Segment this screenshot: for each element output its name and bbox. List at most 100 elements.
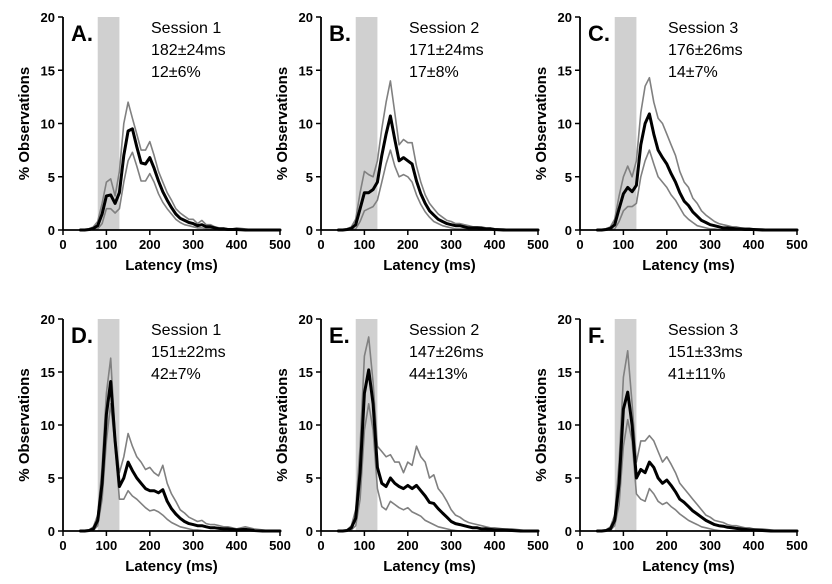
x-tick-label: 400 xyxy=(484,538,506,553)
series-line-mean xyxy=(78,380,282,533)
x-tick-label: 200 xyxy=(139,237,161,252)
x-tick-label: 0 xyxy=(317,538,324,553)
annotation-2: 171±24ms xyxy=(409,42,484,59)
shaded-window xyxy=(97,17,120,230)
y-axis-title: % Observations xyxy=(274,368,291,481)
y-tick-label: 20 xyxy=(558,10,572,25)
x-tick-label: 100 xyxy=(96,237,118,252)
annotation-1: Session 1 xyxy=(151,20,221,37)
x-tick-label: 400 xyxy=(743,237,765,252)
y-tick-label: 20 xyxy=(41,312,55,327)
y-tick-label: 0 xyxy=(306,524,313,539)
y-tick-label: 0 xyxy=(306,223,313,238)
y-axis-title: % Observations xyxy=(533,368,550,481)
series-line-mean xyxy=(336,368,540,533)
y-tick-label: 20 xyxy=(299,312,313,327)
y-tick-label: 15 xyxy=(299,63,313,78)
x-tick-label: 0 xyxy=(576,237,583,252)
y-tick-label: 5 xyxy=(565,471,572,486)
x-tick-label: 200 xyxy=(656,538,678,553)
y-axis-title: % Observations xyxy=(16,67,33,180)
y-tick-label: 5 xyxy=(306,170,313,185)
y-tick-label: 5 xyxy=(306,471,313,486)
annotation-2: 151±22ms xyxy=(151,344,226,361)
annotation-3: 12±6% xyxy=(151,64,201,81)
x-tick-label: 300 xyxy=(699,538,721,553)
y-tick-label: 10 xyxy=(41,418,55,433)
panel-letter: D. xyxy=(71,323,93,348)
x-tick-label: 200 xyxy=(397,538,419,553)
x-axis-title: Latency (ms) xyxy=(642,558,735,575)
annotation-3: 44±13% xyxy=(409,366,468,383)
y-tick-label: 15 xyxy=(299,365,313,380)
y-axis-title: % Observations xyxy=(274,67,291,180)
y-tick-label: 15 xyxy=(558,63,572,78)
series-line-upper xyxy=(79,357,281,532)
x-tick-label: 400 xyxy=(226,538,248,553)
y-axis-title: % Observations xyxy=(533,67,550,180)
x-tick-label: 100 xyxy=(613,237,635,252)
y-tick-label: 20 xyxy=(558,312,572,327)
x-tick-label: 100 xyxy=(354,237,376,252)
y-axis-title: % Observations xyxy=(16,368,33,481)
y-tick-label: 15 xyxy=(558,365,572,380)
x-tick-label: 500 xyxy=(786,237,808,252)
panel-f: 0 100 200 300 400 500 0 5 10 15 20 Latency (ms) % Ob… xyxy=(533,312,808,575)
series-line-upper xyxy=(596,349,798,532)
x-tick-label: 500 xyxy=(527,237,549,252)
series-line-upper xyxy=(337,336,539,532)
x-tick-label: 0 xyxy=(317,237,324,252)
annotation-3: 42±7% xyxy=(151,366,201,383)
x-tick-label: 400 xyxy=(484,237,506,252)
annotation-3: 14±7% xyxy=(668,64,718,81)
panel-letter: E. xyxy=(329,323,350,348)
y-tick-label: 20 xyxy=(299,10,313,25)
y-tick-label: 15 xyxy=(41,365,55,380)
x-tick-label: 500 xyxy=(527,538,549,553)
annotation-1: Session 3 xyxy=(668,322,738,339)
annotation-2: 147±26ms xyxy=(409,344,484,361)
annotation-1: Session 2 xyxy=(409,20,479,37)
x-tick-label: 300 xyxy=(440,237,462,252)
panel-letter: B. xyxy=(329,21,351,46)
y-tick-label: 0 xyxy=(48,223,55,238)
y-tick-label: 5 xyxy=(565,170,572,185)
annotation-3: 41±11% xyxy=(668,366,725,383)
y-tick-label: 10 xyxy=(299,117,313,132)
panel-e: 0 100 200 300 400 500 0 5 10 15 20 Latency (ms) % Ob… xyxy=(274,312,549,575)
annotation-1: Session 2 xyxy=(409,322,479,339)
y-tick-label: 0 xyxy=(565,223,572,238)
y-tick-label: 10 xyxy=(299,418,313,433)
x-tick-label: 0 xyxy=(576,538,583,553)
panel-letter: A. xyxy=(71,21,93,46)
annotation-1: Session 3 xyxy=(668,20,738,37)
x-tick-label: 500 xyxy=(269,538,291,553)
series-line-mean xyxy=(336,114,540,232)
x-tick-label: 100 xyxy=(96,538,118,553)
series-line-upper xyxy=(596,76,798,231)
x-tick-label: 300 xyxy=(440,538,462,553)
x-tick-label: 100 xyxy=(354,538,376,553)
y-tick-label: 10 xyxy=(558,117,572,132)
series-line-mean xyxy=(595,390,799,533)
x-tick-label: 300 xyxy=(699,237,721,252)
x-tick-label: 400 xyxy=(226,237,248,252)
x-tick-label: 200 xyxy=(397,237,419,252)
x-tick-label: 300 xyxy=(182,538,204,553)
panel-c: 0 100 200 300 400 500 0 5 10 15 20 Latency (ms) % Ob… xyxy=(533,10,808,274)
annotation-3: 17±8% xyxy=(409,64,459,81)
panel-letter: F. xyxy=(588,323,605,348)
annotation-2: 176±26ms xyxy=(668,42,743,59)
y-tick-label: 5 xyxy=(48,170,55,185)
y-tick-label: 10 xyxy=(558,418,572,433)
y-tick-label: 0 xyxy=(48,524,55,539)
x-tick-label: 100 xyxy=(613,538,635,553)
panel-letter: C. xyxy=(588,21,610,46)
y-tick-label: 5 xyxy=(48,471,55,486)
x-tick-label: 0 xyxy=(59,538,66,553)
shaded-window xyxy=(614,17,637,230)
x-tick-label: 0 xyxy=(59,237,66,252)
y-tick-label: 20 xyxy=(41,10,55,25)
x-axis-title: Latency (ms) xyxy=(125,257,218,274)
